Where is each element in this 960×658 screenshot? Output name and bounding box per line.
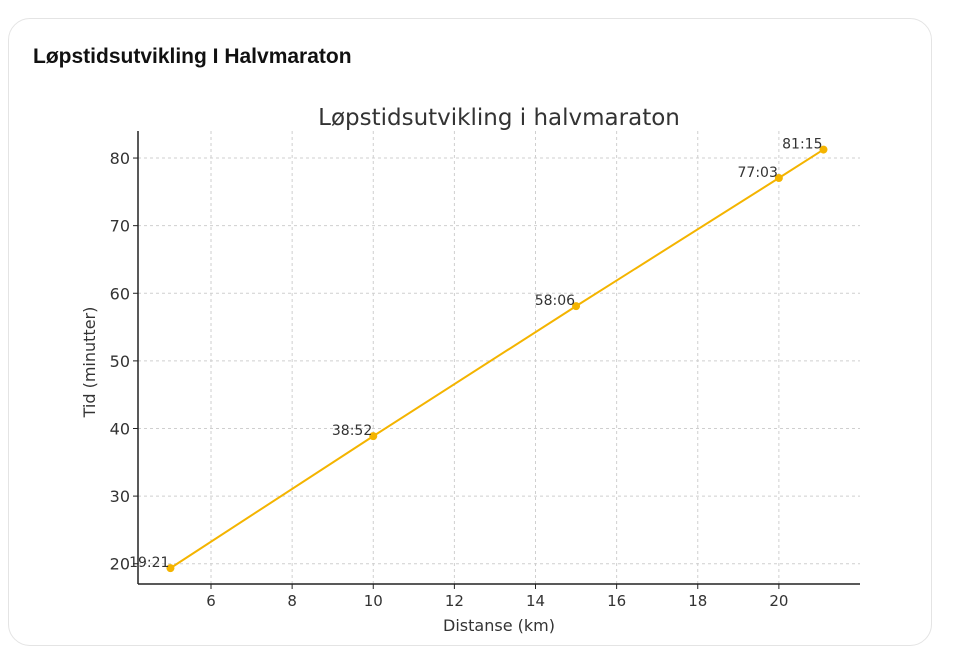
y-tick-label: 50 xyxy=(110,352,130,371)
data-point xyxy=(572,302,581,311)
grid xyxy=(138,131,860,584)
data-label: 77:03 xyxy=(738,165,778,181)
series-line xyxy=(169,148,825,569)
y-tick-label: 70 xyxy=(110,217,130,236)
y-tick-label: 30 xyxy=(110,487,130,506)
x-tick-label: 20 xyxy=(769,592,788,610)
card-title: Løpstidsutvikling I Halvmaraton xyxy=(33,45,352,68)
data-label: 19:21 xyxy=(129,555,169,571)
x-tick-label: 16 xyxy=(607,592,626,610)
data-label: 58:06 xyxy=(535,293,575,309)
y-tick-label: 20 xyxy=(110,555,130,574)
x-tick-label: 10 xyxy=(364,592,383,610)
x-tick-label: 12 xyxy=(445,592,464,610)
x-tick-label: 8 xyxy=(287,592,297,610)
x-axis-label: Distanse (km) xyxy=(443,616,555,635)
data-point xyxy=(819,145,828,154)
data-point xyxy=(166,564,175,573)
data-point xyxy=(369,432,378,441)
chart-title: Løpstidsutvikling i halvmaraton xyxy=(318,105,680,131)
chart-card: Løpstidsutvikling I Halvmaraton xyxy=(8,18,932,646)
y-axis-label: Tid (minutter) xyxy=(80,307,99,419)
x-tick-label: 18 xyxy=(688,592,707,610)
y-tick-label: 40 xyxy=(110,419,130,438)
x-tick-label: 14 xyxy=(526,592,545,610)
data-point xyxy=(774,173,783,182)
data-label: 81:15 xyxy=(782,137,822,153)
data-label: 38:52 xyxy=(332,423,372,439)
y-tick-label: 80 xyxy=(110,149,130,168)
x-tick-label: 6 xyxy=(206,592,216,610)
axes: 6 8 10 12 14 16 18 20 20 30 40 50 60 70 80 xyxy=(110,131,860,610)
y-tick-label: 60 xyxy=(110,284,130,303)
